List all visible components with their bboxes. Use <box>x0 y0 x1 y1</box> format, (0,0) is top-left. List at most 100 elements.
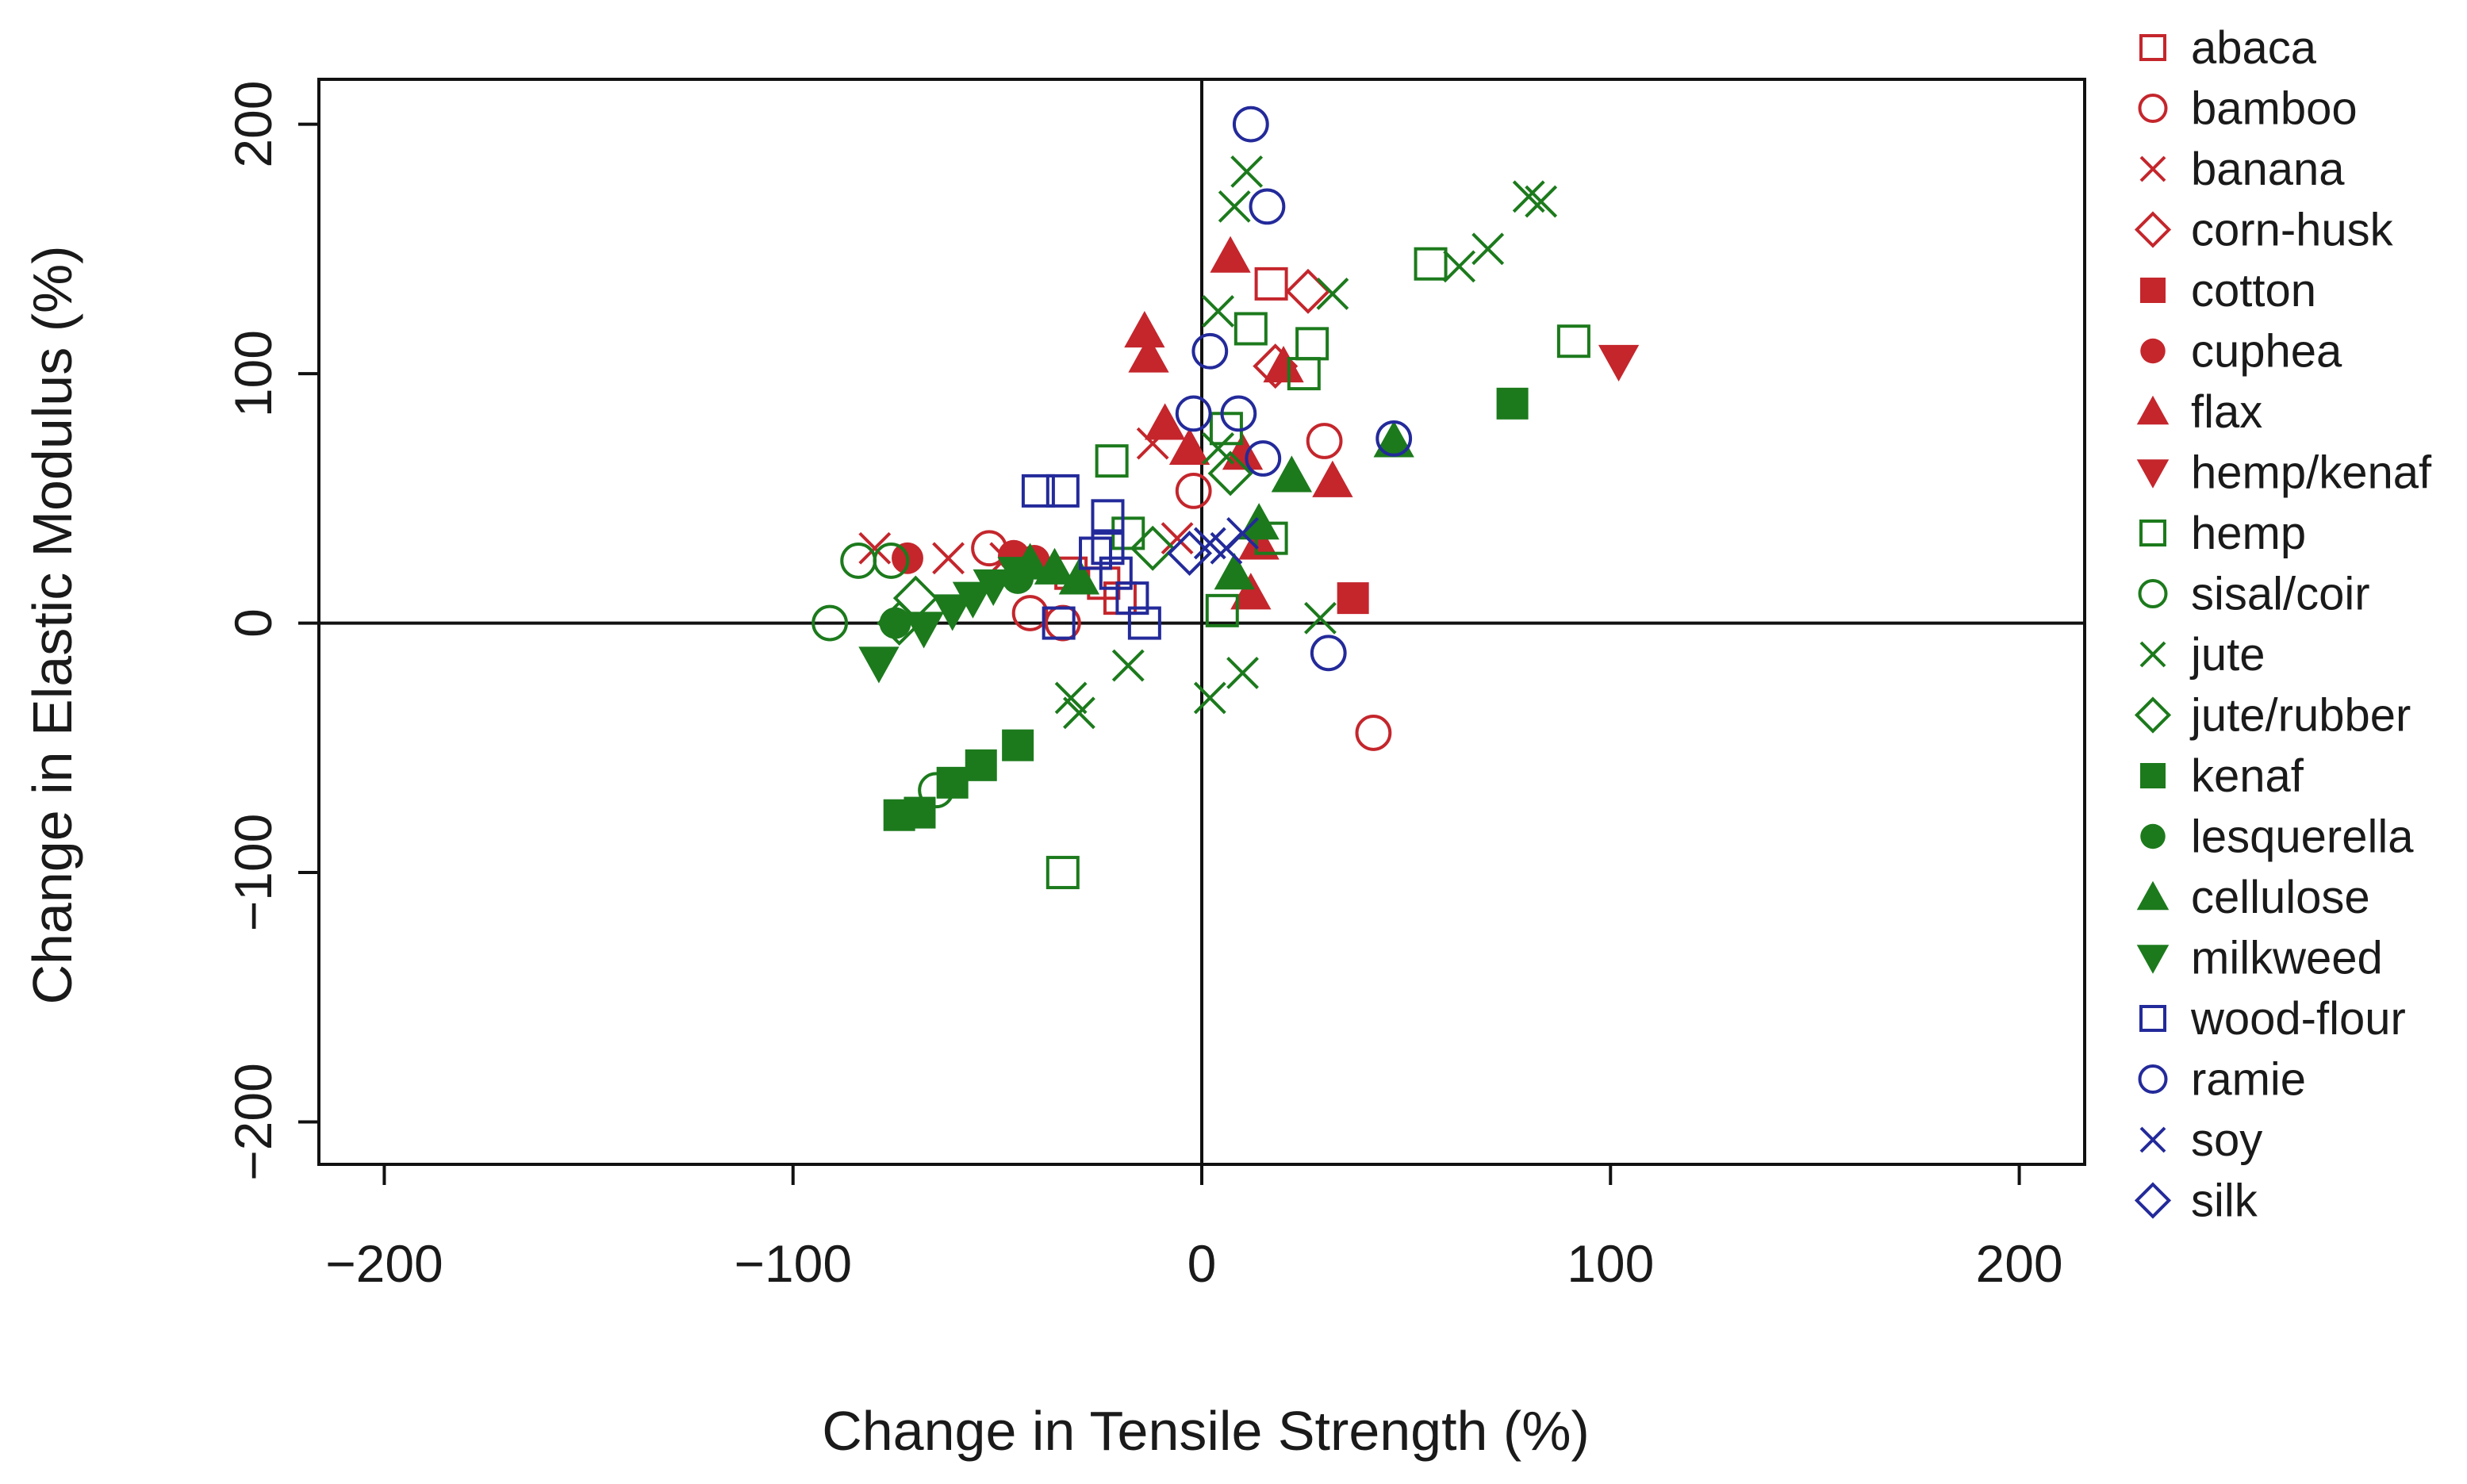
data-point-wood-flour <box>1079 536 1113 570</box>
data-point-flax <box>1230 573 1272 610</box>
legend-marker <box>2136 945 2170 974</box>
legend-item: cuphea <box>2140 326 2342 378</box>
data-point-jute-rubber <box>1207 451 1253 497</box>
legend-label: ramie <box>2191 1054 2306 1106</box>
data-point-jute <box>1111 649 1145 682</box>
data-point-soy <box>1210 531 1243 565</box>
x-tick-label: −200 <box>325 1234 443 1293</box>
legend-marker <box>2139 641 2166 668</box>
data-point-bamboo <box>1355 715 1392 751</box>
y-tick-label: 200 <box>224 81 282 168</box>
data-point-cellulose <box>1034 547 1076 585</box>
plot-area <box>317 78 2086 1166</box>
legend-label: flax <box>2191 386 2262 438</box>
data-point-cellulose <box>1238 503 1280 540</box>
legend-item: milkweed <box>2136 933 2383 984</box>
legend-marker <box>2139 520 2166 546</box>
legend-marker <box>2134 211 2172 248</box>
legend-item: jute <box>2139 629 2266 681</box>
legend-marker <box>2140 763 2166 788</box>
legend-label: kenaf <box>2191 750 2304 802</box>
legend-marker <box>2138 579 2168 608</box>
legend-item: kenaf <box>2140 750 2304 802</box>
data-point-bamboo <box>1011 595 1049 631</box>
data-point-kenaf <box>904 796 936 829</box>
y-tick-label: 100 <box>224 330 282 417</box>
legend-label: milkweed <box>2191 933 2383 984</box>
legend-label: lesquerella <box>2191 811 2414 863</box>
data-point-lesquerella <box>879 607 911 639</box>
legend-item: bamboo <box>2138 83 2358 135</box>
data-point-wood-flour <box>1042 606 1076 640</box>
data-point-flax <box>1263 346 1304 383</box>
legend-item: cellulose <box>2136 872 2370 923</box>
data-point-ramie <box>1232 105 1269 143</box>
legend-marker <box>2139 1005 2166 1032</box>
legend-marker <box>2139 34 2166 61</box>
data-point-cellulose <box>1373 420 1414 458</box>
data-point-kenaf <box>1002 729 1034 761</box>
legend-label: jute/rubber <box>2189 690 2411 742</box>
data-point-jute <box>1525 185 1558 218</box>
legend-item: lesquerella <box>2140 811 2414 863</box>
data-point-flax <box>1238 523 1280 560</box>
legend: abaca bamboo banana corn-husk cotton cuphea fl… <box>2134 22 2432 1227</box>
data-point-wood-flour <box>1021 474 1055 508</box>
data-point-ramie <box>1175 395 1212 432</box>
legend-label: cellulose <box>2191 872 2370 923</box>
data-point-jute-rubber <box>1130 525 1176 571</box>
data-point-kenaf <box>1496 387 1529 420</box>
data-point-wood-flour <box>1091 531 1125 566</box>
data-point-sisal-coir <box>811 604 848 642</box>
legend-item: jute/rubber <box>2134 690 2411 742</box>
data-point-wood-flour <box>1115 581 1149 615</box>
legend-label: jute <box>2189 629 2266 681</box>
legend-label: wood-flour <box>2190 993 2406 1045</box>
data-point-hemp <box>1095 444 1129 478</box>
data-point-ramie <box>1220 395 1257 432</box>
legend-marker <box>2136 880 2170 911</box>
x-tick-label: −100 <box>734 1234 852 1293</box>
x-tick-label: 100 <box>1567 1234 1654 1293</box>
data-point-ramie <box>1245 440 1282 477</box>
data-point-silk <box>1167 531 1213 576</box>
legend-item: corn-husk <box>2134 205 2394 256</box>
data-point-jute <box>1202 432 1235 465</box>
data-point-milkweed <box>952 581 994 619</box>
data-point-sisal-coir <box>840 543 877 579</box>
legend-item: flax <box>2136 386 2262 438</box>
data-point-cotton <box>1337 582 1369 615</box>
legend-label: bamboo <box>2191 83 2358 135</box>
data-point-bamboo <box>1306 423 1343 459</box>
data-point-jute <box>1218 190 1251 223</box>
legend-item: soy <box>2139 1114 2262 1166</box>
data-point-milkweed <box>997 557 1038 594</box>
data-point-abaca <box>1254 267 1288 301</box>
data-point-jute <box>1304 601 1337 635</box>
data-point-bamboo <box>1175 472 1212 509</box>
legend-marker <box>2138 1064 2168 1094</box>
legend-item: hemp/kenaf <box>2136 447 2432 499</box>
data-point-banana <box>932 542 965 575</box>
legend-item: silk <box>2134 1175 2258 1227</box>
legend-marker <box>2140 278 2166 303</box>
data-point-jute <box>1230 155 1264 188</box>
data-point-milkweed <box>973 569 1014 607</box>
data-point-jute <box>1202 295 1235 328</box>
x-tick-label: 0 <box>1187 1234 1217 1293</box>
legend-label: corn-husk <box>2191 205 2394 256</box>
data-point-jute <box>1512 180 1545 213</box>
legend-label: silk <box>2191 1175 2258 1227</box>
y-axis-label: Change in Elastic Modulus (%) <box>21 245 83 1004</box>
data-point-hemp-kenaf <box>1598 344 1640 382</box>
legend-label: hemp <box>2191 508 2306 559</box>
y-tick-label: −200 <box>224 1063 282 1181</box>
data-point-ramie <box>1310 635 1347 672</box>
legend-item: hemp <box>2139 508 2306 559</box>
data-point-jute <box>1063 696 1095 730</box>
legend-marker <box>2136 395 2170 425</box>
data-point-hemp <box>1295 327 1329 361</box>
legend-label: hemp/kenaf <box>2191 447 2432 499</box>
data-point-cellulose <box>1271 455 1313 493</box>
